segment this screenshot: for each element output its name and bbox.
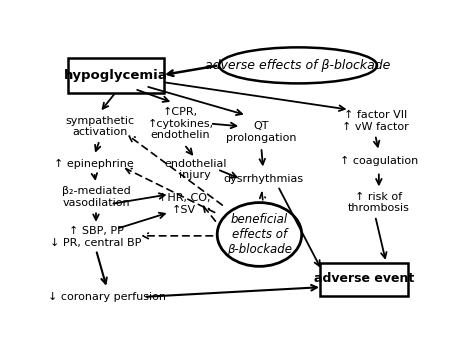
Text: β₂-mediated
vasodilation: β₂-mediated vasodilation (62, 186, 130, 208)
Text: ↑ factor VII
↑ vW factor: ↑ factor VII ↑ vW factor (342, 110, 409, 132)
Text: endothelial
injury: endothelial injury (164, 158, 227, 180)
Text: ↑CPR,
↑cytokines,
endothelin: ↑CPR, ↑cytokines, endothelin (147, 107, 214, 140)
Ellipse shape (217, 203, 301, 266)
Text: ↑ SBP, PP
↓ PR, central BP: ↑ SBP, PP ↓ PR, central BP (50, 226, 142, 248)
Text: adverse event: adverse event (314, 272, 414, 285)
Text: dysrrhythmias: dysrrhythmias (223, 174, 303, 184)
Ellipse shape (219, 48, 377, 84)
Text: ↓ coronary perfusion: ↓ coronary perfusion (48, 292, 166, 302)
Text: QT
prolongation: QT prolongation (226, 121, 297, 143)
Text: hypoglycemia: hypoglycemia (64, 68, 168, 82)
FancyBboxPatch shape (320, 263, 408, 296)
FancyBboxPatch shape (68, 58, 164, 93)
Text: adverse effects of β-blockade: adverse effects of β-blockade (205, 59, 391, 72)
Text: sympathetic
activation: sympathetic activation (65, 116, 134, 137)
Text: beneficial
effects of
β-blockade: beneficial effects of β-blockade (227, 213, 292, 256)
Text: ↑HR, CO,
↑SV: ↑HR, CO, ↑SV (158, 193, 210, 215)
Text: ↑ risk of
thrombosis: ↑ risk of thrombosis (348, 192, 410, 213)
Text: ↑ epinephrine: ↑ epinephrine (55, 159, 134, 169)
Text: ↑ coagulation: ↑ coagulation (340, 156, 418, 166)
